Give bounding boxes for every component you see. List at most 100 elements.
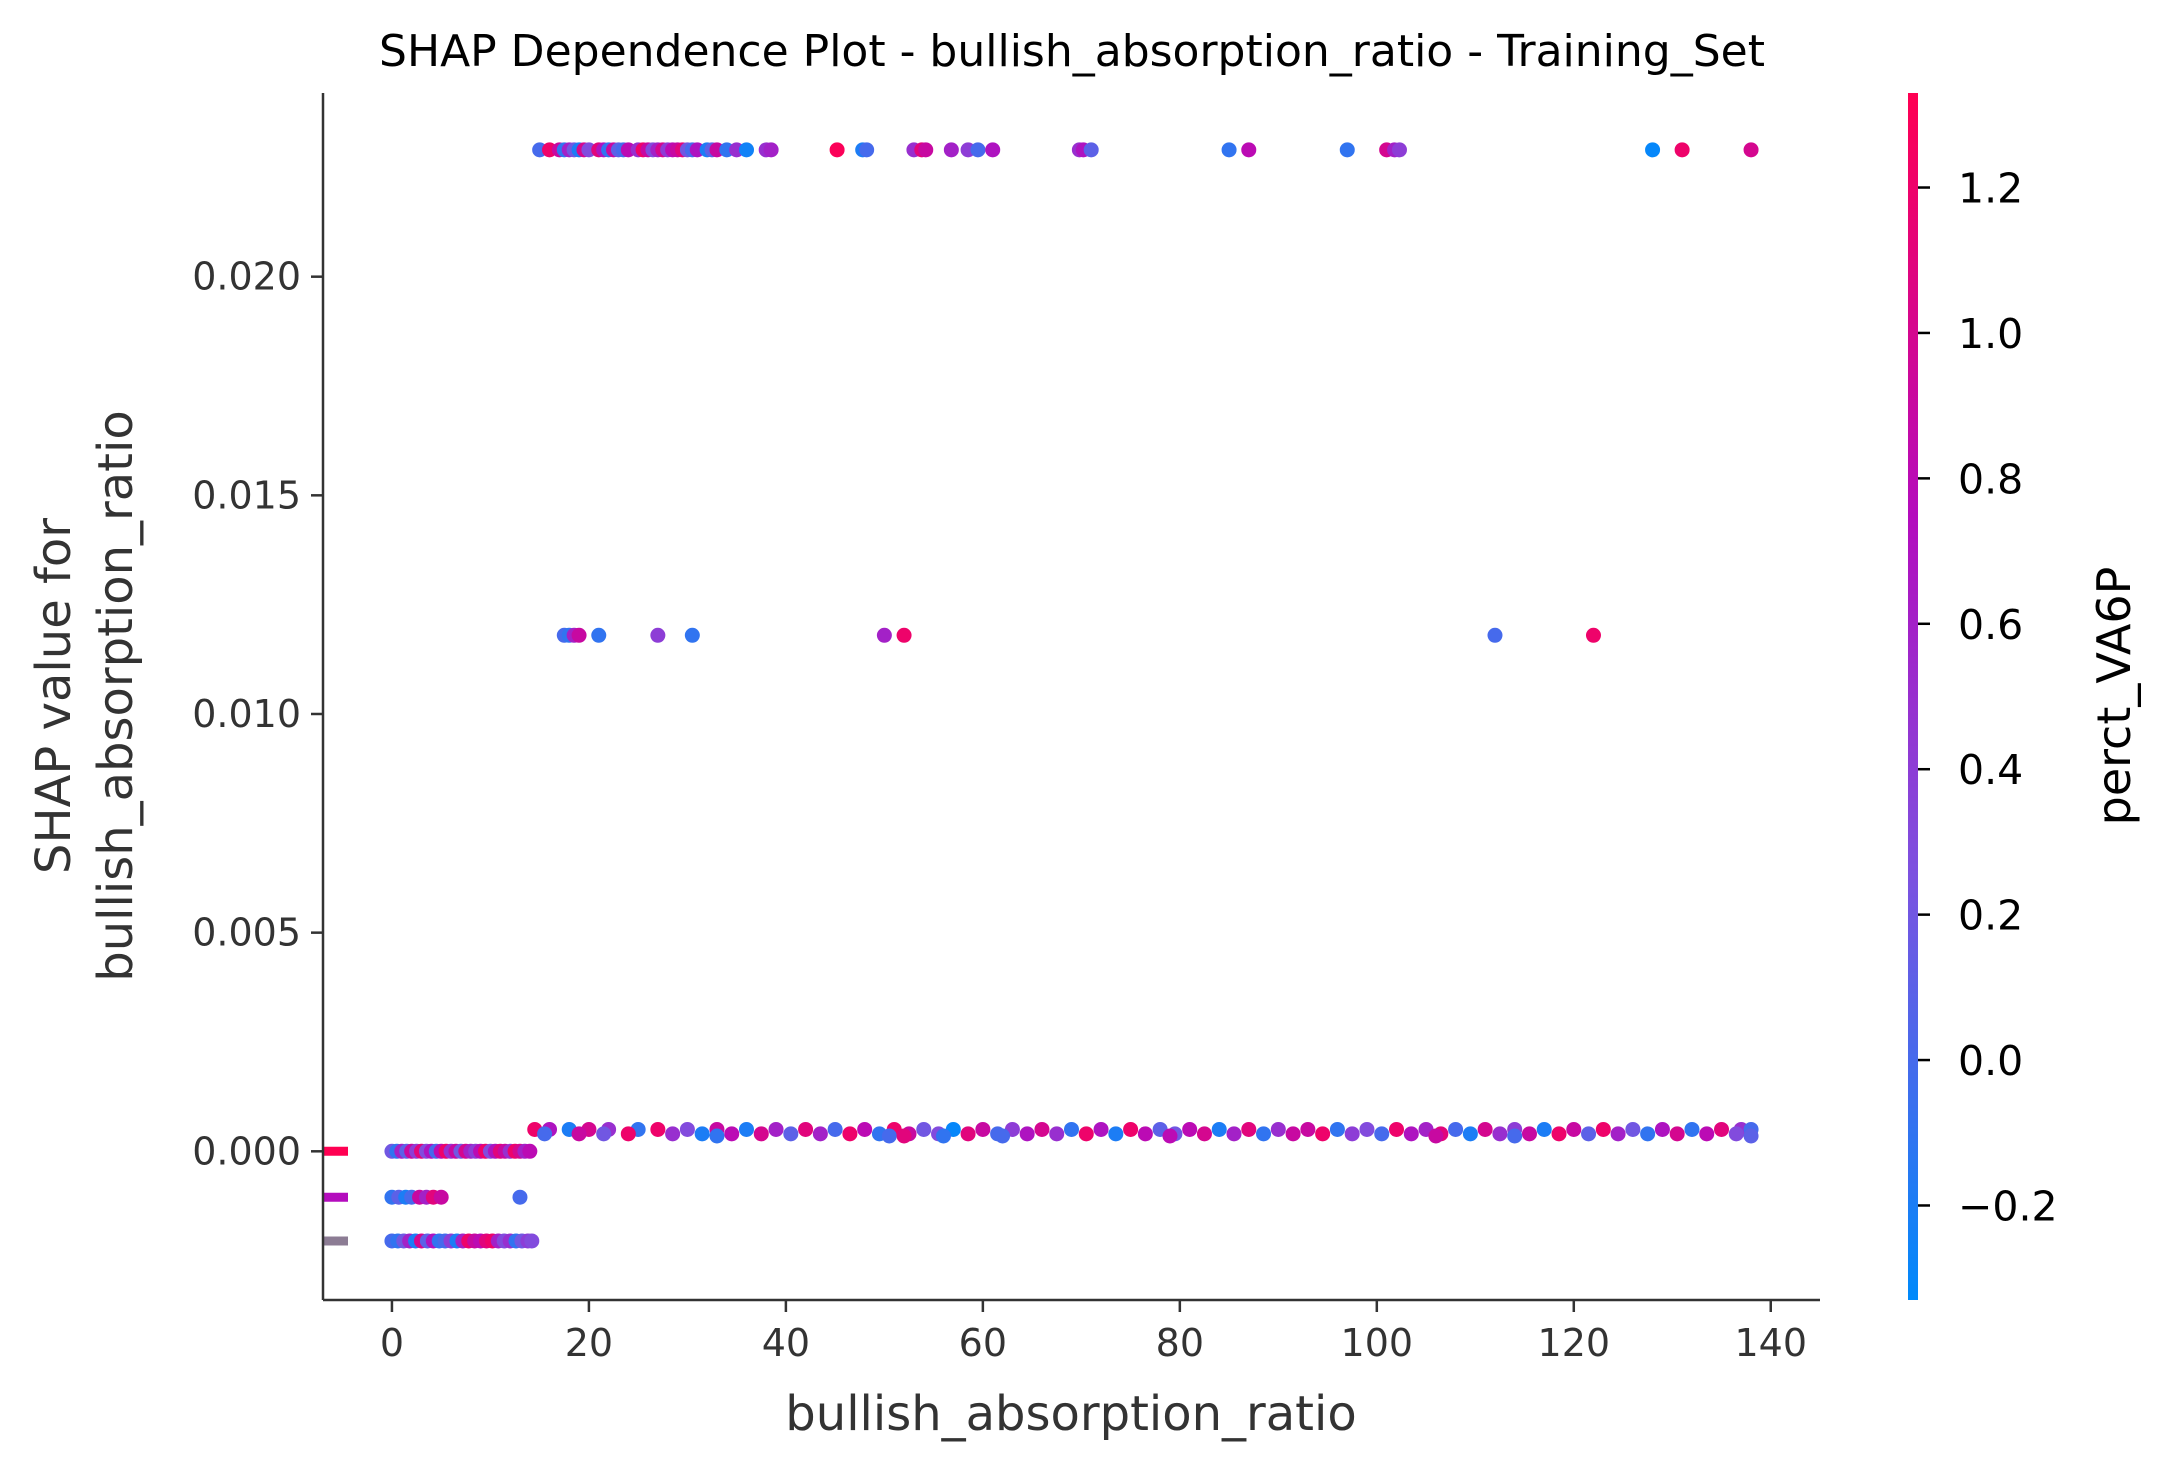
data-point	[1389, 1121, 1405, 1137]
colorbar-tick-label: 0.2	[1958, 892, 2023, 940]
data-point	[1743, 1128, 1759, 1144]
data-point	[1300, 1121, 1316, 1137]
data-point	[1477, 1121, 1493, 1137]
data-point	[896, 1128, 912, 1144]
data-point	[433, 1189, 449, 1205]
data-point	[1654, 1121, 1670, 1137]
data-point	[620, 1126, 636, 1142]
data-point	[1344, 1126, 1360, 1142]
colorbar-tick-label: 0.6	[1958, 601, 2023, 649]
y-axis-ticks: 0.000 0.005 0.010 0.015 0.020	[192, 255, 323, 1173]
data-point	[1640, 1126, 1656, 1142]
data-point	[943, 142, 959, 158]
data-point	[1610, 1126, 1626, 1142]
scatter-points	[384, 142, 1759, 1249]
data-point	[679, 1121, 695, 1137]
data-point	[1019, 1126, 1035, 1142]
x-axis-ticks: 0 20 40 60 80 100 120 140	[380, 1300, 1807, 1365]
data-point	[768, 1121, 784, 1137]
colorbar-tick-label: 1.0	[1958, 310, 2023, 358]
data-point	[798, 1121, 814, 1137]
data-point	[738, 142, 754, 158]
left-value-markers	[323, 1146, 348, 1246]
data-point	[896, 627, 912, 643]
x-axis-label: bullish_absorption_ratio	[785, 1386, 1356, 1442]
data-point	[684, 627, 700, 643]
data-point	[1507, 1128, 1523, 1144]
data-point	[970, 142, 986, 158]
data-point	[995, 1128, 1011, 1144]
data-point	[1078, 1126, 1094, 1142]
data-point	[1241, 1121, 1257, 1137]
data-point	[1221, 142, 1237, 158]
x-tick-label: 120	[1538, 1321, 1611, 1365]
data-point	[1585, 627, 1601, 643]
data-point	[1359, 1121, 1375, 1137]
data-point	[665, 1126, 681, 1142]
data-point	[650, 627, 666, 643]
y-tick-label: 0.015	[192, 473, 301, 517]
data-point	[1492, 1126, 1508, 1142]
data-point	[857, 1121, 873, 1137]
x-tick-label: 60	[959, 1321, 1007, 1365]
data-point	[1196, 1126, 1212, 1142]
data-point	[1536, 1121, 1552, 1137]
data-point	[1315, 1126, 1331, 1142]
data-point	[1743, 142, 1759, 158]
data-point	[842, 1126, 858, 1142]
colorbar-tick-label: 0.4	[1958, 746, 2023, 794]
data-point	[812, 1126, 828, 1142]
x-tick-label: 140	[1734, 1321, 1807, 1365]
data-point	[738, 1121, 754, 1137]
data-point	[537, 1126, 553, 1142]
x-tick-label: 40	[762, 1321, 810, 1365]
data-point	[571, 627, 587, 643]
data-point	[1487, 627, 1503, 643]
data-point	[1521, 1126, 1537, 1142]
data-point	[985, 142, 1001, 158]
data-point	[1581, 1126, 1597, 1142]
data-point	[724, 1126, 740, 1142]
data-point	[1391, 142, 1407, 158]
data-point	[1241, 142, 1257, 158]
y-axis-label-line-2: bullish_absorption_ratio	[88, 410, 144, 981]
data-point	[1339, 142, 1355, 158]
data-point	[1374, 1126, 1390, 1142]
data-point	[1625, 1121, 1641, 1137]
data-point	[829, 142, 845, 158]
colorbar-tick-label: −0.2	[1958, 1182, 2058, 1230]
data-point	[1137, 1126, 1153, 1142]
colorbar-ticks: −0.2 0.0 0.2 0.4 0.6 0.8 1.0 1.2	[1918, 165, 2058, 1230]
data-point	[1049, 1126, 1065, 1142]
data-point	[1123, 1121, 1139, 1137]
data-point	[596, 1126, 612, 1142]
y-axis-label-line-1: SHAP value for	[26, 518, 82, 874]
y-tick-label: 0.010	[192, 692, 301, 736]
x-tick-label: 20	[565, 1321, 613, 1365]
data-point	[960, 1126, 976, 1142]
data-point	[859, 142, 875, 158]
data-point	[1714, 1121, 1730, 1137]
data-point	[1226, 1126, 1242, 1142]
data-point	[694, 1126, 710, 1142]
data-point	[1669, 1126, 1685, 1142]
data-point	[1083, 142, 1099, 158]
data-point	[935, 1128, 951, 1144]
data-point	[1403, 1126, 1419, 1142]
colorbar-label: perct_VA6P	[2087, 567, 2141, 826]
chart-title: SHAP Dependence Plot - bullish_absorptio…	[379, 26, 1765, 77]
data-point	[1034, 1121, 1050, 1137]
data-point	[1162, 1128, 1178, 1144]
data-point	[1699, 1126, 1715, 1142]
y-tick-label: 0.005	[192, 911, 301, 955]
data-point	[1674, 142, 1690, 158]
colorbar	[1908, 93, 1918, 1300]
data-point	[650, 1121, 666, 1137]
data-point	[1285, 1126, 1301, 1142]
data-point	[1093, 1121, 1109, 1137]
data-point	[1329, 1121, 1345, 1137]
y-tick-label: 0.020	[192, 255, 301, 299]
data-point	[591, 627, 607, 643]
colorbar-tick-label: 0.8	[1958, 455, 2023, 503]
